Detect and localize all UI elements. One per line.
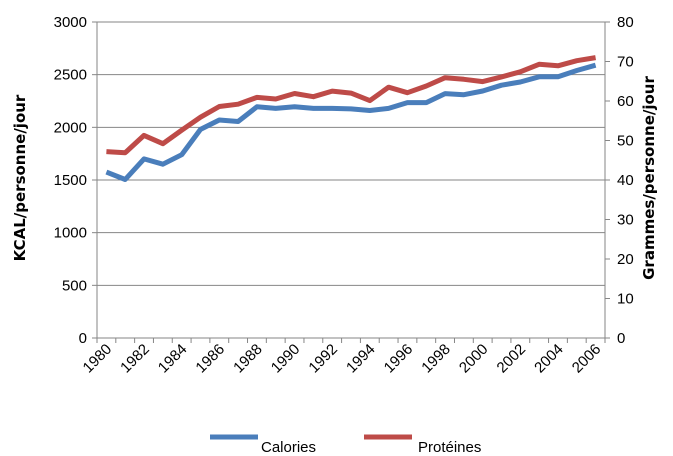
x-tick-label: 1984 [155, 341, 191, 377]
right-y-axis-title: Grammes/personne/jour [640, 76, 658, 280]
left-tick-label: 1000 [54, 225, 87, 242]
series-lines [105, 55, 597, 182]
left-y-tick-labels: 0 500 1000 1500 2000 2500 3000 [54, 14, 97, 347]
x-tick-label: 2006 [569, 341, 605, 377]
right-y-tick-labels: 0 10 20 30 40 50 60 70 80 [605, 14, 634, 347]
x-tick-label: 2002 [494, 341, 530, 377]
left-tick-label: 500 [62, 277, 87, 294]
right-tick-label: 0 [617, 330, 625, 347]
right-tick-label: 60 [617, 93, 634, 110]
x-tick-label: 1988 [230, 341, 266, 377]
x-tick-label: 1994 [343, 341, 379, 377]
right-tick-label: 30 [617, 212, 634, 229]
x-tick-label: 1986 [193, 341, 229, 377]
left-tick-label: 2500 [54, 67, 87, 84]
legend: Calories Protéines [210, 434, 481, 456]
left-tick-label: 0 [79, 330, 87, 347]
x-tick-label: 1996 [381, 341, 417, 377]
right-tick-label: 70 [617, 54, 634, 71]
x-tick-label: 2004 [531, 341, 567, 377]
right-tick-label: 80 [617, 14, 634, 31]
right-tick-label: 50 [617, 133, 634, 150]
series-line-calories [105, 62, 597, 182]
right-tick-label: 10 [617, 291, 634, 308]
right-tick-label: 20 [617, 251, 634, 268]
x-tick-label: 1992 [305, 341, 341, 377]
series-line-proteines [106, 55, 597, 156]
legend-label-calories: Calories [261, 439, 316, 456]
x-tick-label: 1982 [117, 341, 153, 377]
x-tick-label: 2000 [456, 341, 492, 377]
x-tick-label: 1998 [418, 341, 454, 377]
left-tick-label: 3000 [54, 14, 87, 31]
left-y-axis-title: KCAL/personne/jour [11, 94, 29, 261]
x-tick-labels: 1980 1982 1984 1986 1988 1990 1992 1994 1996 1998… [80, 338, 606, 377]
gridlines [97, 21, 605, 286]
x-tick-label: 1990 [268, 341, 304, 377]
left-tick-label: 2000 [54, 119, 87, 136]
left-tick-label: 1500 [54, 172, 87, 189]
right-tick-label: 40 [617, 172, 634, 189]
legend-label-proteines: Protéines [418, 439, 481, 456]
